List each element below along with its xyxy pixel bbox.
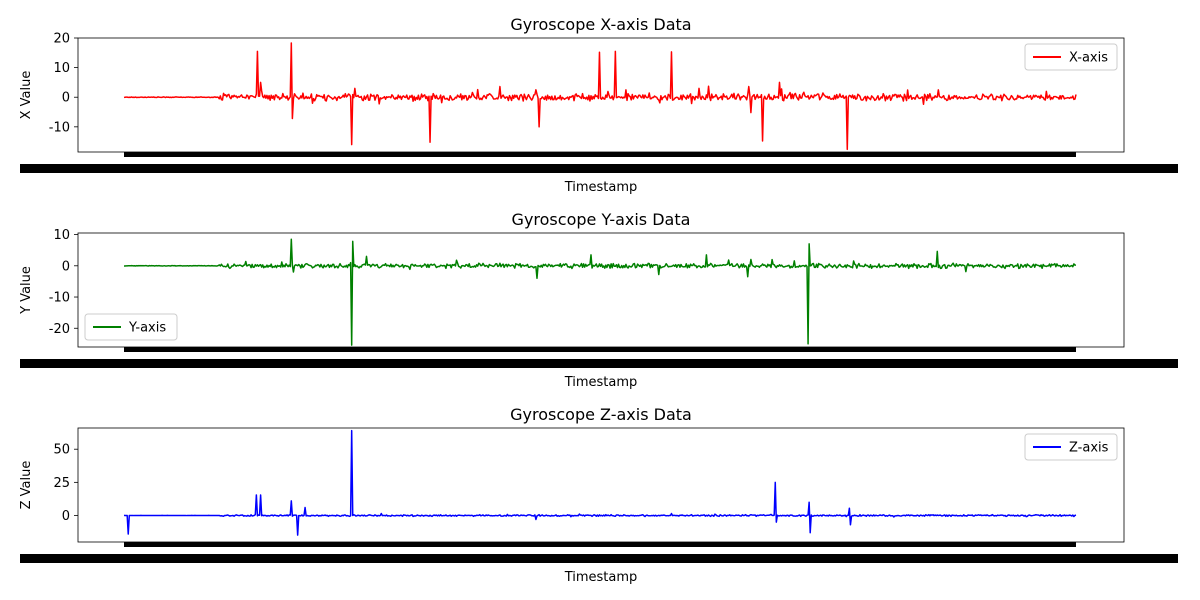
legend-box — [84, 313, 178, 341]
chart-title: Gyroscope Z-axis Data — [510, 405, 692, 424]
x-tick-marks — [124, 152, 1076, 157]
plot-area — [77, 232, 1125, 348]
y-tick-label: -10 — [49, 120, 70, 135]
legend-label: Z-axis — [1069, 441, 1109, 456]
y-tick-label: -10 — [49, 291, 70, 306]
y-axis-label: Z Value — [19, 461, 34, 510]
legend: Z-axis — [1024, 433, 1118, 461]
subplot-1: Gyroscope X-axis Data X Value -10 0 10 20 Time… — [19, 15, 1178, 195]
x-axis-label: Timestamp — [564, 570, 638, 585]
series-line-y-axis — [123, 238, 1077, 346]
x-tick-marks — [124, 347, 1076, 352]
chart-title: Gyroscope Y-axis Data — [512, 210, 691, 229]
x-tick-marks — [124, 542, 1076, 547]
y-tick-label: 25 — [53, 476, 70, 491]
y-tick-label: 10 — [53, 228, 70, 243]
y-tick-label: -20 — [49, 322, 70, 337]
legend-box — [1024, 43, 1118, 71]
series-line-z-axis — [123, 429, 1077, 536]
legend-label: Y-axis — [128, 321, 166, 336]
y-tick-label: 50 — [53, 443, 70, 458]
legend: X-axis — [1024, 43, 1118, 71]
x-axis-label: Timestamp — [564, 375, 638, 390]
legend-box — [1024, 433, 1118, 461]
x-tick-labels — [20, 554, 1178, 563]
subplot-3: Gyroscope Z-axis Data Z Value 0 25 50 Timesta… — [19, 405, 1178, 585]
y-tick-label: 0 — [62, 509, 70, 524]
x-tick-labels — [20, 164, 1178, 173]
x-tick-labels — [20, 359, 1178, 368]
y-axis-label: Y Value — [19, 266, 34, 315]
subplot-2: Gyroscope Y-axis Data Y Value -20 -10 0 10 Tim… — [19, 210, 1178, 390]
series-line-x-axis — [123, 42, 1077, 151]
y-tick-label: 0 — [62, 91, 70, 106]
y-tick-label: 20 — [53, 32, 70, 47]
x-axis-label: Timestamp — [564, 180, 638, 195]
legend-label: X-axis — [1069, 51, 1108, 66]
plot-area — [77, 427, 1125, 543]
y-tick-label: 10 — [53, 61, 70, 76]
chart-title: Gyroscope X-axis Data — [510, 15, 691, 34]
y-axis-label: X Value — [19, 71, 34, 120]
legend: Y-axis — [84, 313, 178, 341]
y-tick-label: 0 — [62, 259, 70, 274]
